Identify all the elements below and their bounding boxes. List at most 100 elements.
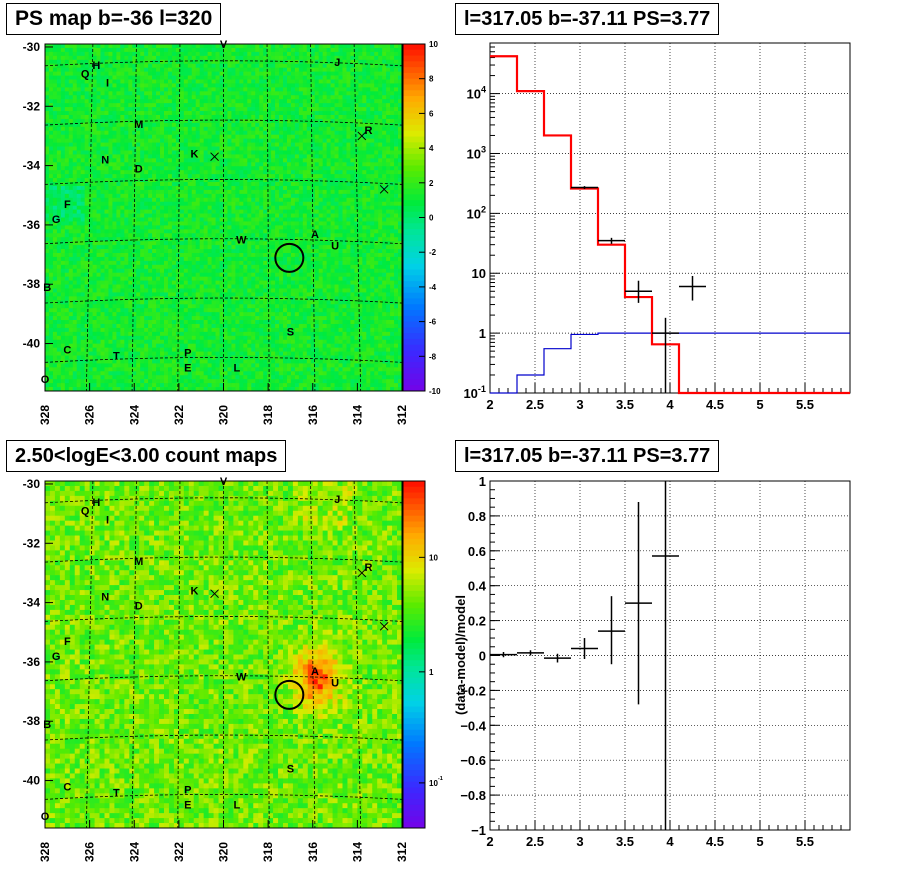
colorbar-tick-label: -4 <box>429 283 437 292</box>
countmap-xtick-label: 314 <box>350 842 364 862</box>
source-label-A: A <box>311 666 319 678</box>
colorbar-tick-label: -6 <box>429 318 437 327</box>
countmap-xtick-label: 316 <box>306 842 320 862</box>
source-label-U: U <box>331 241 339 253</box>
countmap-xtick-label: 318 <box>261 842 275 862</box>
spectrum-ytick-label: 103 <box>466 144 486 161</box>
source-label-A: A <box>311 229 319 241</box>
spectrum-xtick-label: 5 <box>756 397 763 412</box>
source-label-I: I <box>106 78 109 90</box>
psmap-xtick-label: 322 <box>172 405 186 425</box>
spectrum-data-point <box>598 238 625 244</box>
residual-data-point <box>517 650 544 655</box>
residual-xtick-label: 5 <box>756 834 763 849</box>
source-label-K: K <box>191 586 199 598</box>
psmap-ytick-label: -40 <box>23 337 41 351</box>
source-label-S: S <box>287 327 294 339</box>
residual-ytick-label: −1 <box>471 823 486 838</box>
source-label-U: U <box>331 678 339 690</box>
source-label-B: B <box>43 719 51 731</box>
colorbar-tick-label: 1 <box>429 668 434 677</box>
residual-xtick-label: 4 <box>666 834 674 849</box>
psmap-xtick-label: 318 <box>261 405 275 425</box>
residual-ytick-label: 0.2 <box>468 614 486 629</box>
colorbar-tick-label: -10 <box>429 387 441 396</box>
spectrum-data-point <box>652 318 679 393</box>
residual-xtick-label: 3.5 <box>616 834 634 849</box>
source-label-W: W <box>236 672 247 684</box>
spectrum-xtick-label: 4 <box>666 397 674 412</box>
countmap-map: 328 326 324 322 320 318 316 314 312-30-32-34-36-… <box>23 476 409 862</box>
psmap-xtick-label: 328 <box>38 405 52 425</box>
psmap-ytick-label: -36 <box>23 218 41 232</box>
source-label-K: K <box>191 149 199 161</box>
tl-title: PS map b=-36 l=320 <box>6 3 221 35</box>
source-label-M: M <box>134 119 143 131</box>
countmap-ytick-label: -32 <box>23 536 41 550</box>
colorbar-tick-label: 2 <box>429 179 434 188</box>
source-label-T: T <box>113 787 120 799</box>
countmap-xtick-label: 320 <box>217 842 231 862</box>
tr-title: l=317.05 b=-37.11 PS=3.77 <box>455 3 719 35</box>
residual-data-point <box>571 638 598 659</box>
countmap-ytick-label: -36 <box>23 655 41 669</box>
psmap-ytick-label: -32 <box>23 99 41 113</box>
colorbar-tick-label: 6 <box>429 109 434 118</box>
spectrum-xtick-label: 4.5 <box>706 397 724 412</box>
psmap-ytick-label: -38 <box>23 277 41 291</box>
spectrum-xtick-label: 3 <box>576 397 583 412</box>
residual-ytick-label: −0.4 <box>460 718 486 733</box>
psmap-ytick-label: -30 <box>23 40 41 54</box>
source-label-E: E <box>184 362 191 374</box>
br-title: l=317.05 b=-37.11 PS=3.77 <box>455 440 719 472</box>
residual-ytick-label: −0.8 <box>460 788 486 803</box>
residual-xtick-label: 3 <box>576 834 583 849</box>
residual-ytick-label: 0.8 <box>468 509 486 524</box>
psmap-ytick-label: -34 <box>23 159 41 173</box>
psmap-xtick-label: 316 <box>306 405 320 425</box>
source-label-M: M <box>134 556 143 568</box>
source-label-H: H <box>92 60 100 72</box>
source-label-P: P <box>184 784 191 796</box>
source-label-G: G <box>52 214 61 226</box>
residual-grid <box>490 481 850 830</box>
countmap-ytick-label: -30 <box>23 477 41 491</box>
countmap-xtick-label: 312 <box>395 842 409 862</box>
countmap-ytick-label: -38 <box>23 714 41 728</box>
source-label-I: I <box>106 515 109 527</box>
source-label-F: F <box>64 636 71 648</box>
source-label-J: J <box>334 494 340 506</box>
source-label-D: D <box>135 164 143 176</box>
psmap-xtick-label: 324 <box>127 405 141 425</box>
psmap-xtick-label: 314 <box>350 405 364 425</box>
residual-xtick-label: 2 <box>486 834 493 849</box>
source-label-C: C <box>63 344 71 356</box>
source-label-S: S <box>287 764 294 776</box>
residual-ytick-label: 0.4 <box>468 579 487 594</box>
residual-ytick-label: −0.6 <box>460 753 486 768</box>
psmap-map: 328 326 324 322 320 318 316 314 312-30-32-34-36-… <box>23 39 409 425</box>
residual-data-point <box>544 654 571 663</box>
residual-ytick-label: 0.6 <box>468 544 486 559</box>
spectrum-ytick-label: 102 <box>466 204 486 221</box>
residual-data-point <box>598 596 625 664</box>
residual-data-point <box>625 502 652 704</box>
source-label-F: F <box>64 199 71 211</box>
source-label-G: G <box>52 651 61 663</box>
psmap-xtick-label: 320 <box>217 405 231 425</box>
colorbar-tick-label: 10 <box>429 40 438 49</box>
spectrum-ytick-label: 104 <box>466 85 486 102</box>
source-label-B: B <box>43 282 51 294</box>
residual-ytick-label: 0 <box>479 649 486 664</box>
colorbar-tick-label: 10-1 <box>429 776 443 788</box>
bl-title: 2.50<logE<3.00 count maps <box>6 440 286 472</box>
spectrum-xtick-label: 2 <box>486 397 493 412</box>
countmap-ytick-label: -40 <box>23 774 41 788</box>
source-label-L: L <box>234 362 241 374</box>
colorbar-tick-label: 4 <box>429 144 434 153</box>
source-label-J: J <box>334 57 340 69</box>
psmap-xtick-label: 326 <box>83 405 97 425</box>
source-label-Q: Q <box>81 69 90 81</box>
